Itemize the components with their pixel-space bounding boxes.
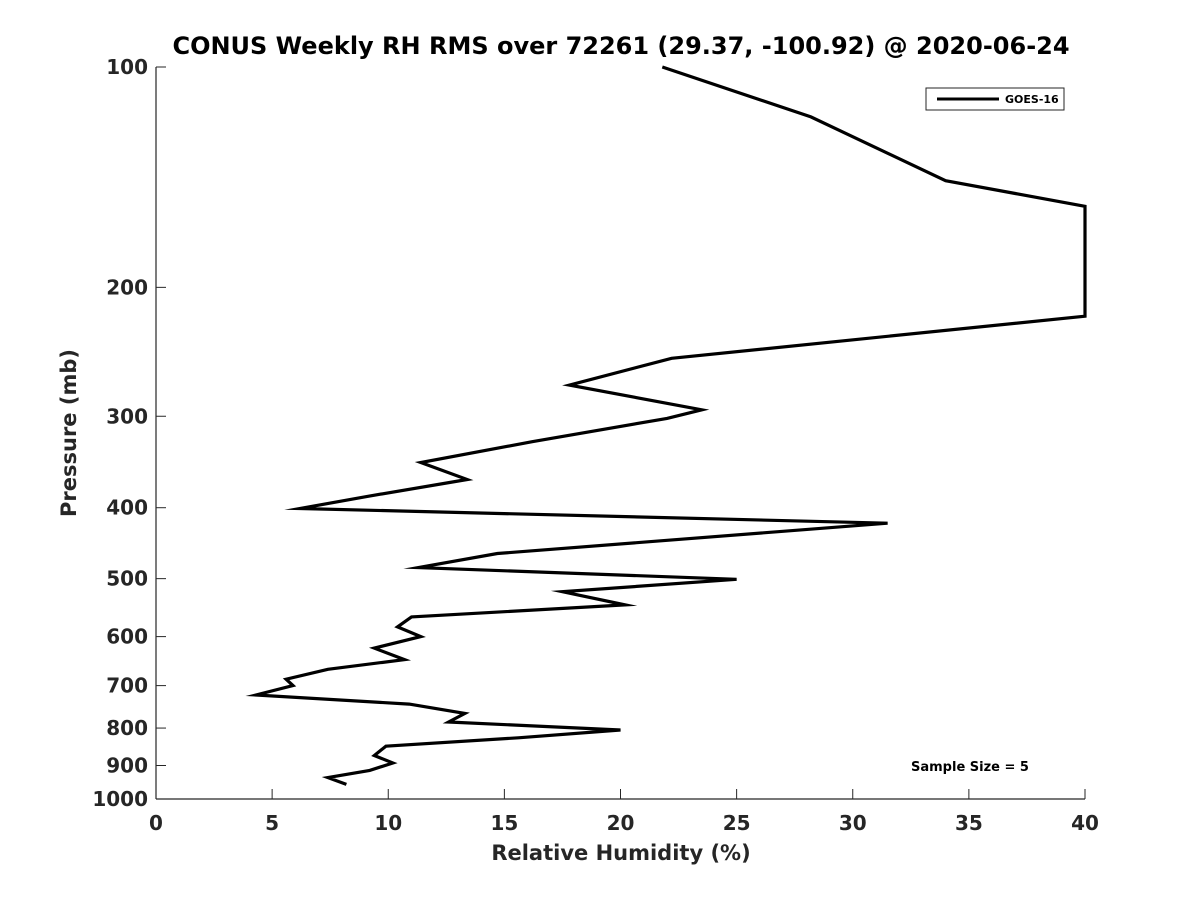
legend-label-goes-16: GOES-16 <box>1005 93 1059 106</box>
x-tick-label: 0 <box>149 811 163 835</box>
y-tick-label: 800 <box>106 716 148 740</box>
x-tick-label: 30 <box>839 811 867 835</box>
x-tick-label: 35 <box>955 811 983 835</box>
series-lines <box>256 67 1085 784</box>
ticks: 0 5 10 15 20 25 30 35 40 100 200 300 400 500 600 700 800… <box>92 55 1099 835</box>
sample-size-annotation: Sample Size = 5 <box>911 760 1029 775</box>
legend: GOES-16 <box>926 88 1064 110</box>
chart-title: CONUS Weekly RH RMS over 72261 (29.37, -… <box>172 32 1069 60</box>
y-tick-label: 600 <box>106 625 148 649</box>
x-tick-label: 25 <box>723 811 751 835</box>
x-tick-label: 40 <box>1071 811 1099 835</box>
x-axis-label: Relative Humidity (%) <box>491 841 750 865</box>
y-tick-label: 300 <box>106 404 148 428</box>
x-tick-label: 15 <box>490 811 518 835</box>
y-tick-label: 900 <box>106 754 148 778</box>
y-axis-label: Pressure (mb) <box>57 349 81 517</box>
x-tick-label: 10 <box>374 811 402 835</box>
y-tick-label: 1000 <box>92 787 148 811</box>
y-tick-label: 100 <box>106 55 148 79</box>
y-tick-label: 700 <box>106 674 148 698</box>
series-line-goes-16 <box>256 67 1085 784</box>
y-tick-label: 400 <box>106 496 148 520</box>
axes <box>156 67 1085 799</box>
y-tick-label: 200 <box>106 275 148 299</box>
x-tick-label: 20 <box>607 811 635 835</box>
y-tick-label: 500 <box>106 567 148 591</box>
x-tick-label: 5 <box>265 811 279 835</box>
